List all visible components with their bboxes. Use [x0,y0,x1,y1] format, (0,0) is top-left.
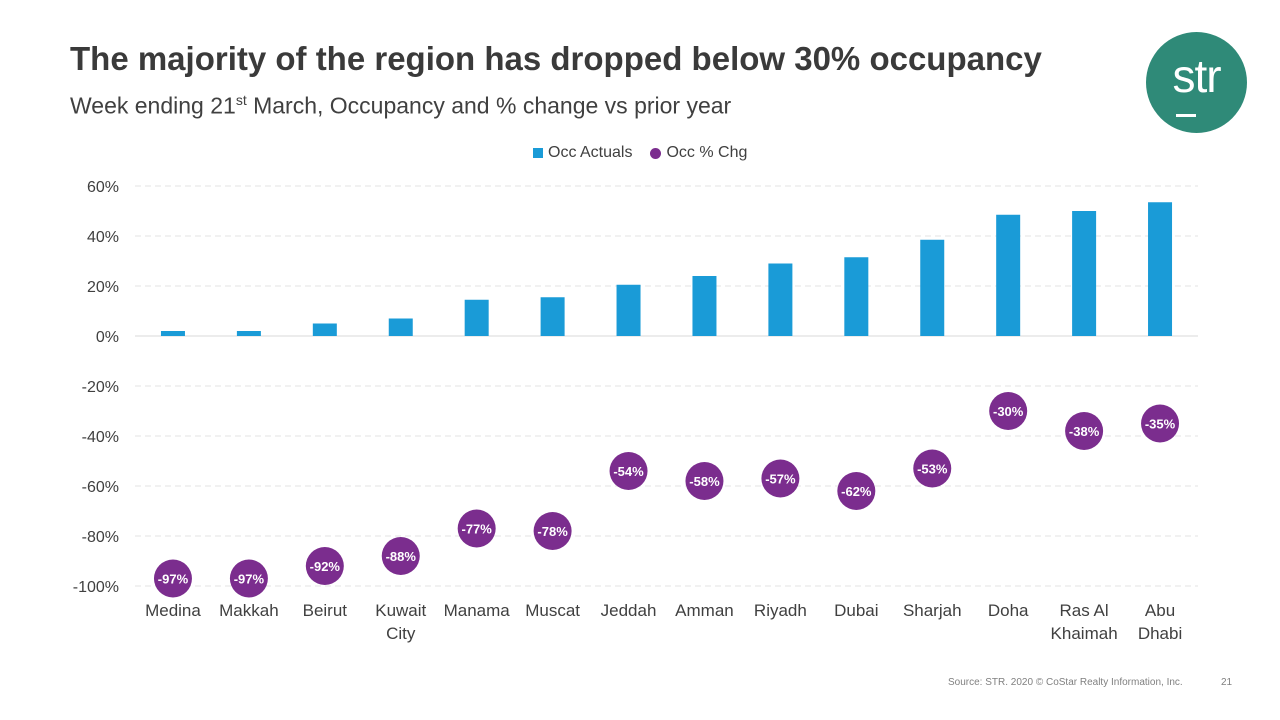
occ-chg-point [229,559,268,598]
y-tick-label: -80% [82,529,119,546]
page-subtitle: Week ending 21st March, Occupancy and % … [70,92,731,120]
occ-chg-point [533,512,572,550]
occ-actual-bar [464,299,489,336]
occ-chg-point [609,452,648,490]
x-category-label: Makkah [219,601,279,620]
chart-legend: Occ Actuals Occ % Chg [533,144,765,162]
occ-chg-point [989,392,1028,430]
occ-actual-bar [388,318,413,336]
occ-actual-bar [540,297,565,336]
y-tick-label: -100% [73,579,119,596]
y-tick-label: -40% [82,429,119,446]
x-category-label: Dhabi [1138,624,1182,643]
occ-chg-point [837,472,876,510]
legend-dot-swatch [650,147,662,159]
occ-actual-bar [768,263,793,336]
legend-label-occ-chg: Occ % Chg [666,144,748,161]
occ-chg-data-label: -97% [158,572,189,587]
occ-chg-point [913,449,952,488]
x-category-label: Khaimah [1051,624,1118,643]
source-note: Source: STR. 2020 © CoStar Realty Inform… [948,677,1183,688]
occ-actual-bar [844,257,869,336]
y-tick-label: 20% [87,279,119,296]
occ-chg-data-label: -54% [613,464,644,479]
logo-text: str [1172,50,1221,102]
x-category-label: Manama [444,601,511,620]
y-tick-label: 60% [87,179,119,196]
y-tick-label: -60% [82,479,119,496]
occ-actual-bar [236,331,261,336]
legend-item-occ-chg: Occ % Chg [650,144,747,162]
occ-chg-data-label: -88% [386,549,417,564]
x-category-label: Beirut [303,601,348,620]
occ-chg-data-label: -97% [234,572,265,587]
str-logo: str [1146,32,1247,133]
x-category-label: City [386,624,416,643]
x-category-label: Muscat [525,601,580,620]
x-category-label: Medina [145,601,201,620]
occ-chg-data-label: -53% [917,462,948,477]
occ-chg-point [305,547,344,585]
occ-chg-data-label: -92% [310,559,341,574]
occ-chg-data-label: -58% [689,474,720,489]
legend-item-occ-actuals: Occ Actuals [533,144,632,162]
x-category-label: Doha [988,601,1029,620]
occ-chg-point [381,537,420,575]
occ-chg-data-label: -77% [461,522,492,537]
occ-actual-bar [1072,211,1097,336]
occ-chg-point [761,459,800,498]
y-tick-label: -20% [82,379,119,396]
occ-chg-data-label: -30% [993,404,1024,419]
occ-actual-bar [160,331,185,336]
x-category-label: Jeddah [601,601,657,620]
subtitle-superscript: st [235,92,247,108]
occ-actual-bar [996,214,1021,336]
occ-actual-bar [1148,202,1173,336]
x-category-label: Sharjah [903,601,962,620]
page-number: 21 [1221,677,1233,688]
occ-chg-point [457,509,496,548]
legend-bar-swatch [533,148,543,158]
subtitle-prefix: Week ending 21 [70,92,236,119]
x-category-label: Riyadh [754,601,807,620]
x-category-label: Kuwait [375,601,426,620]
y-tick-label: 40% [87,229,119,246]
occ-chg-data-label: -57% [765,472,796,487]
occ-actual-bar [312,323,337,336]
occ-chg-point [685,462,724,500]
occ-chg-point [1141,404,1180,443]
x-category-label: Dubai [834,601,878,620]
subtitle-suffix: March, Occupancy and % change vs prior y… [246,92,732,119]
y-tick-label: 0% [96,329,119,346]
occ-actual-bar [692,276,717,336]
occ-actual-bar [920,239,945,336]
occ-chg-data-label: -38% [1069,424,1100,439]
x-category-label: Abu [1145,601,1175,620]
occ-chg-point [153,559,192,598]
occ-chg-data-label: -78% [537,524,568,539]
occ-chg-data-label: -35% [1145,417,1176,432]
page-title: The majority of the region has dropped b… [70,40,1042,77]
logo-underline [1176,114,1196,117]
x-category-label: Ras Al [1060,601,1109,620]
occ-chg-point [1065,412,1104,450]
x-category-label: Amman [675,601,734,620]
occ-chg-data-label: -62% [841,484,872,499]
occ-actual-bar [616,284,641,336]
legend-label-occ-actuals: Occ Actuals [548,144,633,161]
